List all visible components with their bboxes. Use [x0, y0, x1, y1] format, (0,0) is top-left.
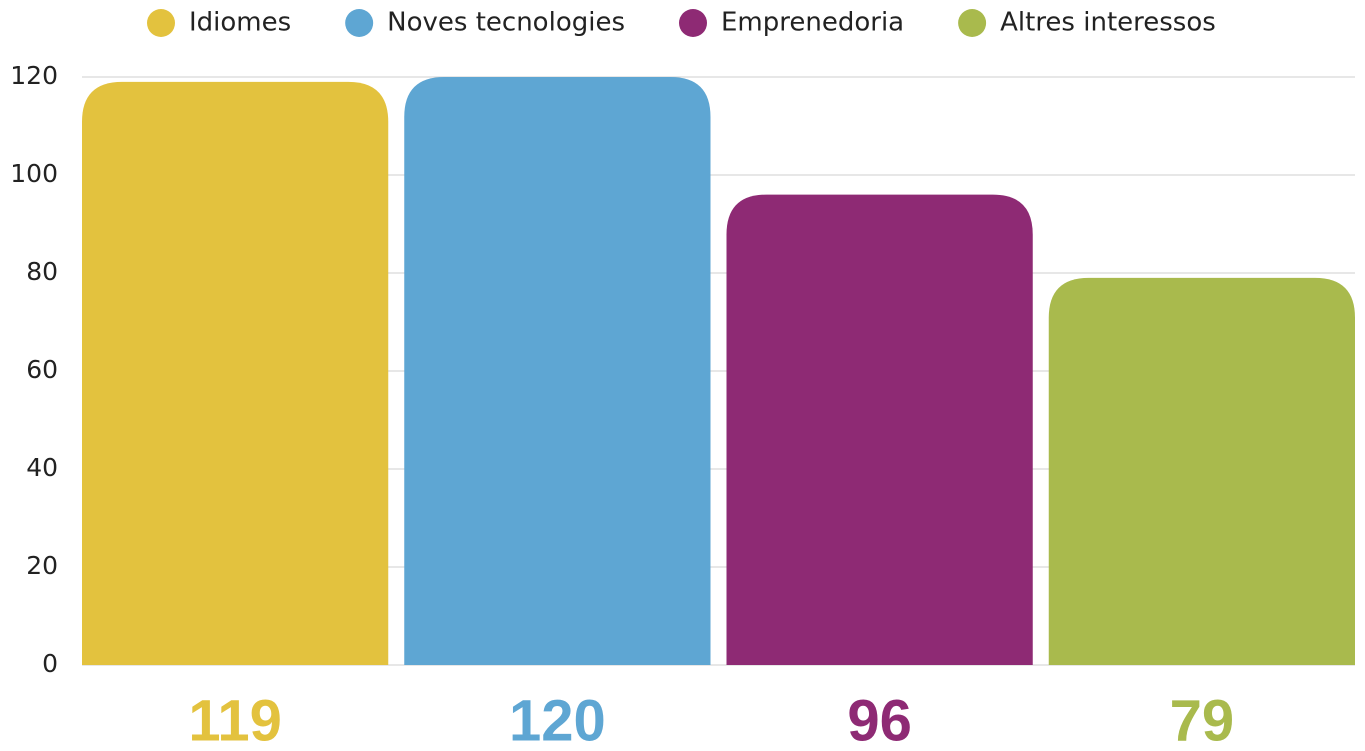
legend-label: Noves tecnologies — [387, 8, 625, 38]
legend-label: Idiomes — [189, 8, 291, 38]
y-tick-label: 120 — [10, 61, 58, 90]
bar — [82, 81, 389, 665]
y-tick-label: 0 — [42, 649, 58, 678]
bar — [726, 194, 1033, 665]
y-tick-label: 100 — [10, 159, 58, 188]
y-tick-label: 40 — [26, 453, 58, 482]
y-tick-label: 60 — [26, 355, 58, 384]
legend-swatch — [958, 9, 987, 37]
legend-swatch — [345, 9, 374, 37]
data-label: 96 — [847, 688, 912, 751]
bar — [404, 77, 711, 665]
y-tick-label: 20 — [26, 551, 58, 580]
legend-swatch — [147, 9, 175, 37]
legend-swatch — [679, 9, 707, 37]
legend-label: Altres interessos — [1000, 8, 1216, 38]
data-label: 119 — [188, 688, 282, 751]
data-label: 120 — [509, 688, 606, 751]
legend-label: Emprenedoria — [721, 8, 904, 38]
data-label: 79 — [1170, 688, 1235, 751]
y-tick-label: 80 — [26, 257, 58, 286]
bar — [1048, 277, 1355, 665]
